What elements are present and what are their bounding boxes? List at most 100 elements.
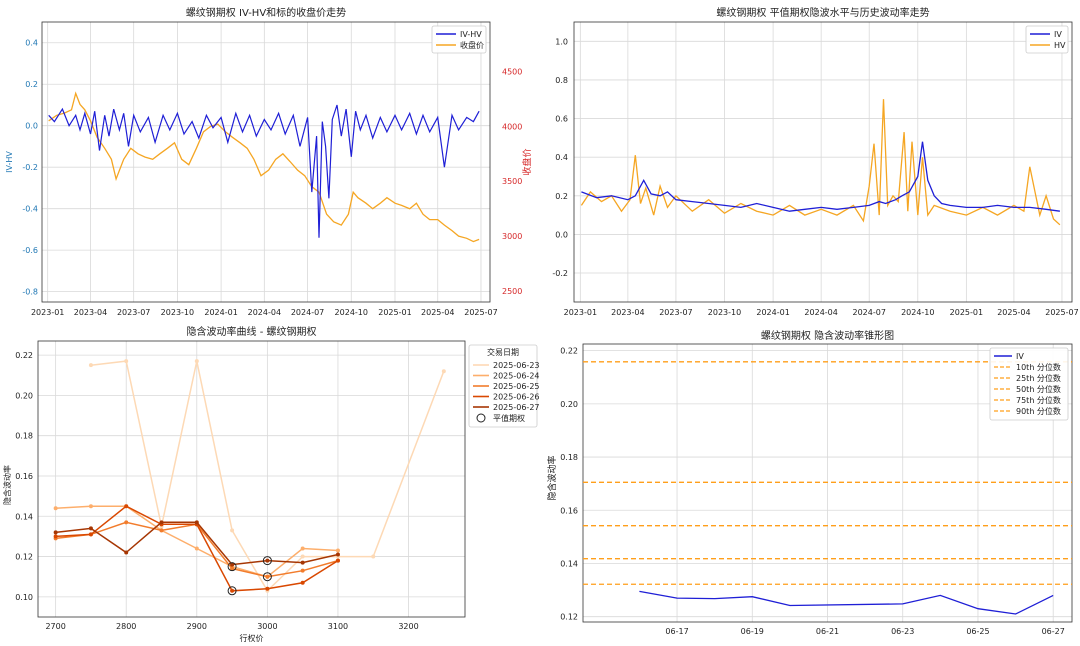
smile-point [230, 562, 235, 567]
y-tick-label: -0.2 [22, 163, 38, 172]
x-tick-label: 2023-10 [161, 308, 194, 317]
legend-label: 10th 分位数 [1016, 362, 1061, 372]
x-tick-label: 2024-10 [901, 308, 934, 317]
smile-point [371, 554, 376, 559]
smile-point [88, 363, 93, 368]
smile-point [88, 504, 93, 509]
iv-smile-panel: 隐含波动率曲线 - 螺纹钢期权 2700 2800 2900 3000 3100 3200 0… [2, 325, 540, 643]
legend-atm-marker [476, 413, 486, 423]
plot-frame [573, 21, 1073, 303]
x-tick-label: 3100 [328, 622, 348, 631]
legend-label: HV [1054, 41, 1066, 50]
smile-point [88, 526, 93, 531]
legend-label: 收盘价 [460, 40, 484, 50]
y-tick-label: 0.16 [560, 506, 578, 515]
y-tick-label: 0.2 [555, 192, 568, 201]
plot-frame [41, 21, 491, 303]
y-tick-label: 0.14 [560, 559, 578, 568]
hv-line [580, 99, 1061, 226]
iv-line [581, 141, 1060, 212]
x-tick-label: 2024-07 [852, 308, 885, 317]
y-tick-label: 0.16 [15, 472, 33, 481]
y-tick-label: 0.4 [555, 153, 568, 162]
smile-point [230, 528, 235, 533]
legend-label: IV [1016, 352, 1024, 361]
smile-point [124, 359, 129, 364]
smile-point [300, 568, 305, 573]
y2-tick-label: 2500 [502, 287, 522, 296]
legend-label: 2025-06-23 [493, 361, 540, 370]
x-tick-label: 2024-04 [804, 308, 837, 317]
legend-label: 75th 分位数 [1016, 395, 1061, 405]
x-tick-label: 2800 [116, 622, 136, 631]
smile-point [335, 548, 340, 553]
y-tick-label: -0.2 [552, 269, 568, 278]
smile-point [159, 520, 164, 525]
legend [431, 25, 487, 54]
y-tick-label: 0.22 [15, 351, 33, 360]
x-tick-label: 2024-07 [291, 308, 324, 317]
y-tick-label: 0.20 [15, 391, 33, 400]
smile-point [124, 550, 129, 555]
y-tick-label: -0.8 [22, 288, 38, 297]
atm-marker [227, 562, 237, 572]
smile-point [265, 558, 270, 563]
x-tick-label: 06-27 [1042, 627, 1065, 636]
x-tick-label: 2025-04 [997, 308, 1030, 317]
x-tick-label: 2023-01 [564, 308, 597, 317]
legend-label: 2025-06-26 [493, 393, 540, 402]
legend-label: 90th 分位数 [1016, 406, 1061, 416]
legend-label: 25th 分位数 [1016, 373, 1061, 383]
chart-title: 螺纹钢期权 IV-HV和标的收盘价走势 [186, 6, 346, 19]
atm-marker [262, 572, 272, 582]
iv-line [639, 590, 1054, 615]
plot-frame [582, 343, 1073, 623]
x-tick-label: 2024-04 [248, 308, 281, 317]
y-axis-label: IV-HV [5, 151, 14, 173]
x-tick-label: 06-17 [665, 627, 688, 636]
smile-point [194, 520, 199, 525]
legend-label: 2025-06-24 [493, 372, 540, 381]
smile-point [53, 534, 58, 539]
smile-point [335, 558, 340, 563]
y-tick-label: 0.4 [25, 39, 38, 48]
x-tick-label: 2025-01 [378, 308, 411, 317]
smile-line [90, 360, 445, 593]
legend-label: IV [1054, 30, 1062, 39]
legend-title: 交易日期 [487, 347, 519, 357]
y2-tick-label: 3000 [502, 232, 522, 241]
smile-point [230, 566, 235, 571]
smile-point [265, 586, 270, 591]
y-tick-label: 0.14 [15, 512, 33, 521]
y-tick-label: 0.12 [560, 613, 578, 622]
smile-point [300, 580, 305, 585]
smile-point [194, 359, 199, 364]
iv-cone-panel: 螺纹钢期权 隐含波动率锥形图 06-17 06-19 06-21 06-23 06-25 0… [546, 329, 1073, 636]
x-tick-label: 2023-04 [74, 308, 107, 317]
y-axis-label: 隐含波动率 [2, 465, 12, 505]
legend-label: 50th 分位数 [1016, 384, 1061, 394]
x-tick-label: 2024-10 [335, 308, 368, 317]
y-tick-label: 0.0 [555, 230, 568, 239]
chart-title: 隐含波动率曲线 - 螺纹钢期权 [187, 325, 317, 338]
x-tick-label: 2023-07 [659, 308, 692, 317]
y-tick-label: -0.6 [22, 246, 38, 255]
y-tick-label: 0.6 [555, 115, 568, 124]
legend [989, 347, 1069, 421]
y-tick-label: 0.2 [25, 80, 38, 89]
close-price-line [48, 91, 480, 243]
x-tick-label: 06-19 [741, 627, 764, 636]
x-tick-label: 2023-07 [117, 308, 150, 317]
plot-frame [37, 340, 466, 618]
smile-point [53, 506, 58, 511]
chart-title: 螺纹钢期权 隐含波动率锥形图 [761, 329, 894, 342]
x-tick-label: 2023-10 [708, 308, 741, 317]
smile-point [300, 554, 305, 559]
y2-tick-label: 3500 [502, 177, 522, 186]
x-tick-label: 06-23 [891, 627, 914, 636]
x-tick-label: 3200 [398, 622, 418, 631]
x-tick-label: 06-25 [966, 627, 989, 636]
iv-hv-close-panel: 螺纹钢期权 IV-HV和标的收盘价走势 2023-01 2023-04 2023-07… [5, 6, 533, 317]
x-tick-label: 2025-07 [1045, 308, 1078, 317]
